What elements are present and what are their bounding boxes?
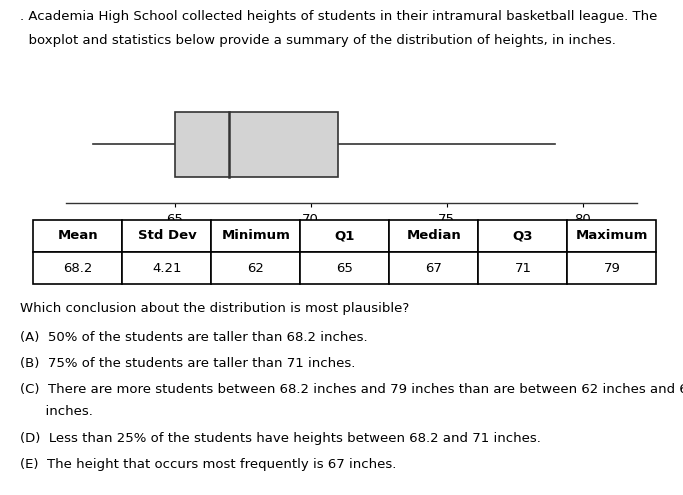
Text: (C)  There are more students between 68.2 inches and 79 inches than are between : (C) There are more students between 68.2… — [20, 383, 683, 396]
Text: . Academia High School collected heights of students in their intramural basketb: . Academia High School collected heights… — [20, 10, 658, 23]
Text: (E)  The height that occurs most frequently is 67 inches.: (E) The height that occurs most frequent… — [20, 458, 397, 471]
Text: (A)  50% of the students are taller than 68.2 inches.: (A) 50% of the students are taller than … — [20, 331, 368, 344]
Text: boxplot and statistics below provide a summary of the distribution of heights, i: boxplot and statistics below provide a s… — [20, 34, 616, 47]
Text: (B)  75% of the students are taller than 71 inches.: (B) 75% of the students are taller than … — [20, 357, 356, 370]
Text: (D)  Less than 25% of the students have heights between 68.2 and 71 inches.: (D) Less than 25% of the students have h… — [20, 432, 542, 445]
Text: inches.: inches. — [20, 405, 94, 418]
Text: Which conclusion about the distribution is most plausible?: Which conclusion about the distribution … — [20, 302, 410, 315]
